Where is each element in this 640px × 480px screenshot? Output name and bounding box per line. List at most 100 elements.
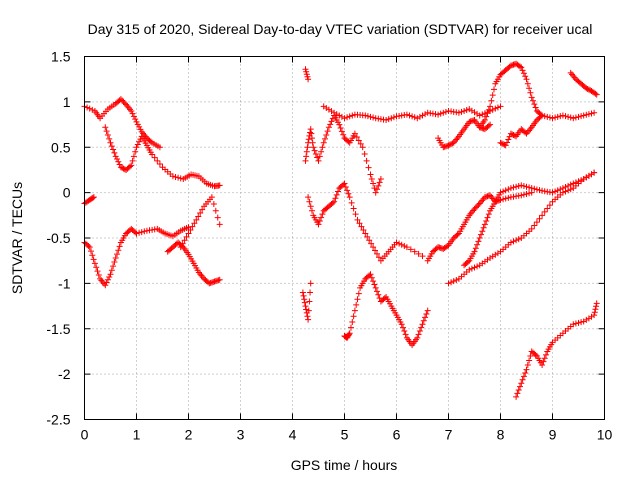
data-point: [309, 135, 315, 142]
series-track-t: [302, 66, 312, 83]
series-track-j: [341, 271, 431, 349]
data-point: [522, 73, 529, 80]
data-point: [520, 191, 527, 198]
data-point: [532, 104, 539, 111]
data-point: [133, 144, 140, 151]
data-point: [374, 250, 380, 257]
data-point: [533, 186, 540, 193]
data-point: [327, 121, 334, 128]
data-point: [318, 148, 325, 155]
data-point: [497, 139, 504, 146]
data-point: [491, 86, 497, 93]
data-point: [90, 194, 97, 201]
data-point: [307, 280, 314, 287]
grid-lines: [84, 56, 605, 420]
data-point: [370, 278, 377, 285]
data-point: [362, 230, 369, 237]
data-point: [352, 211, 359, 218]
data-point: [526, 357, 533, 364]
y-tick-label: -2.5: [46, 412, 70, 428]
data-point: [376, 179, 383, 186]
data-point: [523, 366, 530, 373]
data-point: [331, 109, 338, 116]
series-track-c: [81, 224, 192, 289]
data-point: [546, 114, 553, 121]
data-point: [476, 112, 483, 119]
data-point: [481, 221, 488, 228]
data-point: [552, 114, 559, 121]
data-point: [591, 309, 598, 316]
data-point: [517, 63, 523, 70]
data-point: [141, 228, 148, 235]
data-point: [515, 236, 522, 243]
data-point: [351, 130, 358, 137]
data-point: [517, 383, 523, 390]
data-point: [474, 203, 481, 210]
data-point: [305, 76, 312, 83]
data-point: [340, 131, 347, 138]
data-point: [414, 115, 421, 122]
data-point: [375, 182, 382, 189]
data-point: [346, 330, 353, 337]
data-point: [353, 301, 360, 308]
data-point: [130, 113, 137, 120]
data-point: [89, 106, 96, 113]
data-point: [483, 217, 490, 224]
data-point: [346, 113, 353, 120]
data-point: [440, 109, 447, 116]
data-point: [374, 288, 380, 295]
data-point: [531, 101, 538, 108]
data-point: [485, 211, 492, 218]
data-point: [301, 296, 308, 303]
data-point: [502, 142, 509, 149]
data-point: [349, 318, 356, 325]
data-point: [509, 131, 516, 138]
data-point: [114, 156, 120, 163]
data-point: [559, 112, 566, 119]
data-point: [518, 380, 525, 387]
data-point: [151, 154, 158, 161]
data-point: [115, 247, 122, 254]
data-point: [515, 183, 522, 190]
data-point: [368, 240, 375, 247]
series-track-r: [513, 300, 600, 400]
data-point: [528, 225, 535, 232]
data-point: [531, 222, 538, 229]
data-point: [422, 314, 429, 321]
data-point: [199, 206, 206, 213]
x-axis-label: GPS time / hours: [291, 457, 398, 473]
data-point: [458, 108, 465, 115]
data-point: [307, 289, 314, 296]
data-point: [371, 281, 378, 288]
data-point: [396, 240, 403, 247]
data-point: [85, 242, 92, 249]
data-point: [591, 109, 598, 116]
data-point: [108, 267, 115, 274]
data-point: [407, 246, 414, 253]
x-tick-label: 3: [237, 427, 245, 443]
data-point: [106, 135, 113, 142]
data-point: [567, 114, 574, 121]
data-point: [116, 161, 123, 168]
data-point: [185, 230, 192, 237]
data-point: [483, 113, 490, 120]
data-point: [481, 117, 488, 124]
data-point: [544, 113, 551, 120]
data-point: [403, 244, 410, 251]
data-point: [514, 390, 521, 397]
data-point: [111, 149, 118, 156]
data-point: [498, 140, 505, 147]
data-point: [214, 214, 221, 221]
data-point: [505, 186, 512, 193]
data-point: [463, 107, 470, 114]
data-point: [341, 180, 348, 187]
data-point: [500, 141, 507, 148]
data-point: [324, 128, 331, 135]
series-track-g: [302, 112, 384, 196]
data-point: [332, 195, 339, 202]
data-point: [570, 115, 577, 122]
data-point: [446, 141, 453, 148]
data-point: [133, 230, 140, 237]
data-point: [370, 114, 377, 121]
